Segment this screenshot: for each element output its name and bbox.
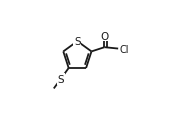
- Text: S: S: [57, 74, 64, 84]
- Text: Cl: Cl: [119, 44, 129, 54]
- Text: S: S: [74, 37, 81, 47]
- Text: O: O: [100, 31, 109, 41]
